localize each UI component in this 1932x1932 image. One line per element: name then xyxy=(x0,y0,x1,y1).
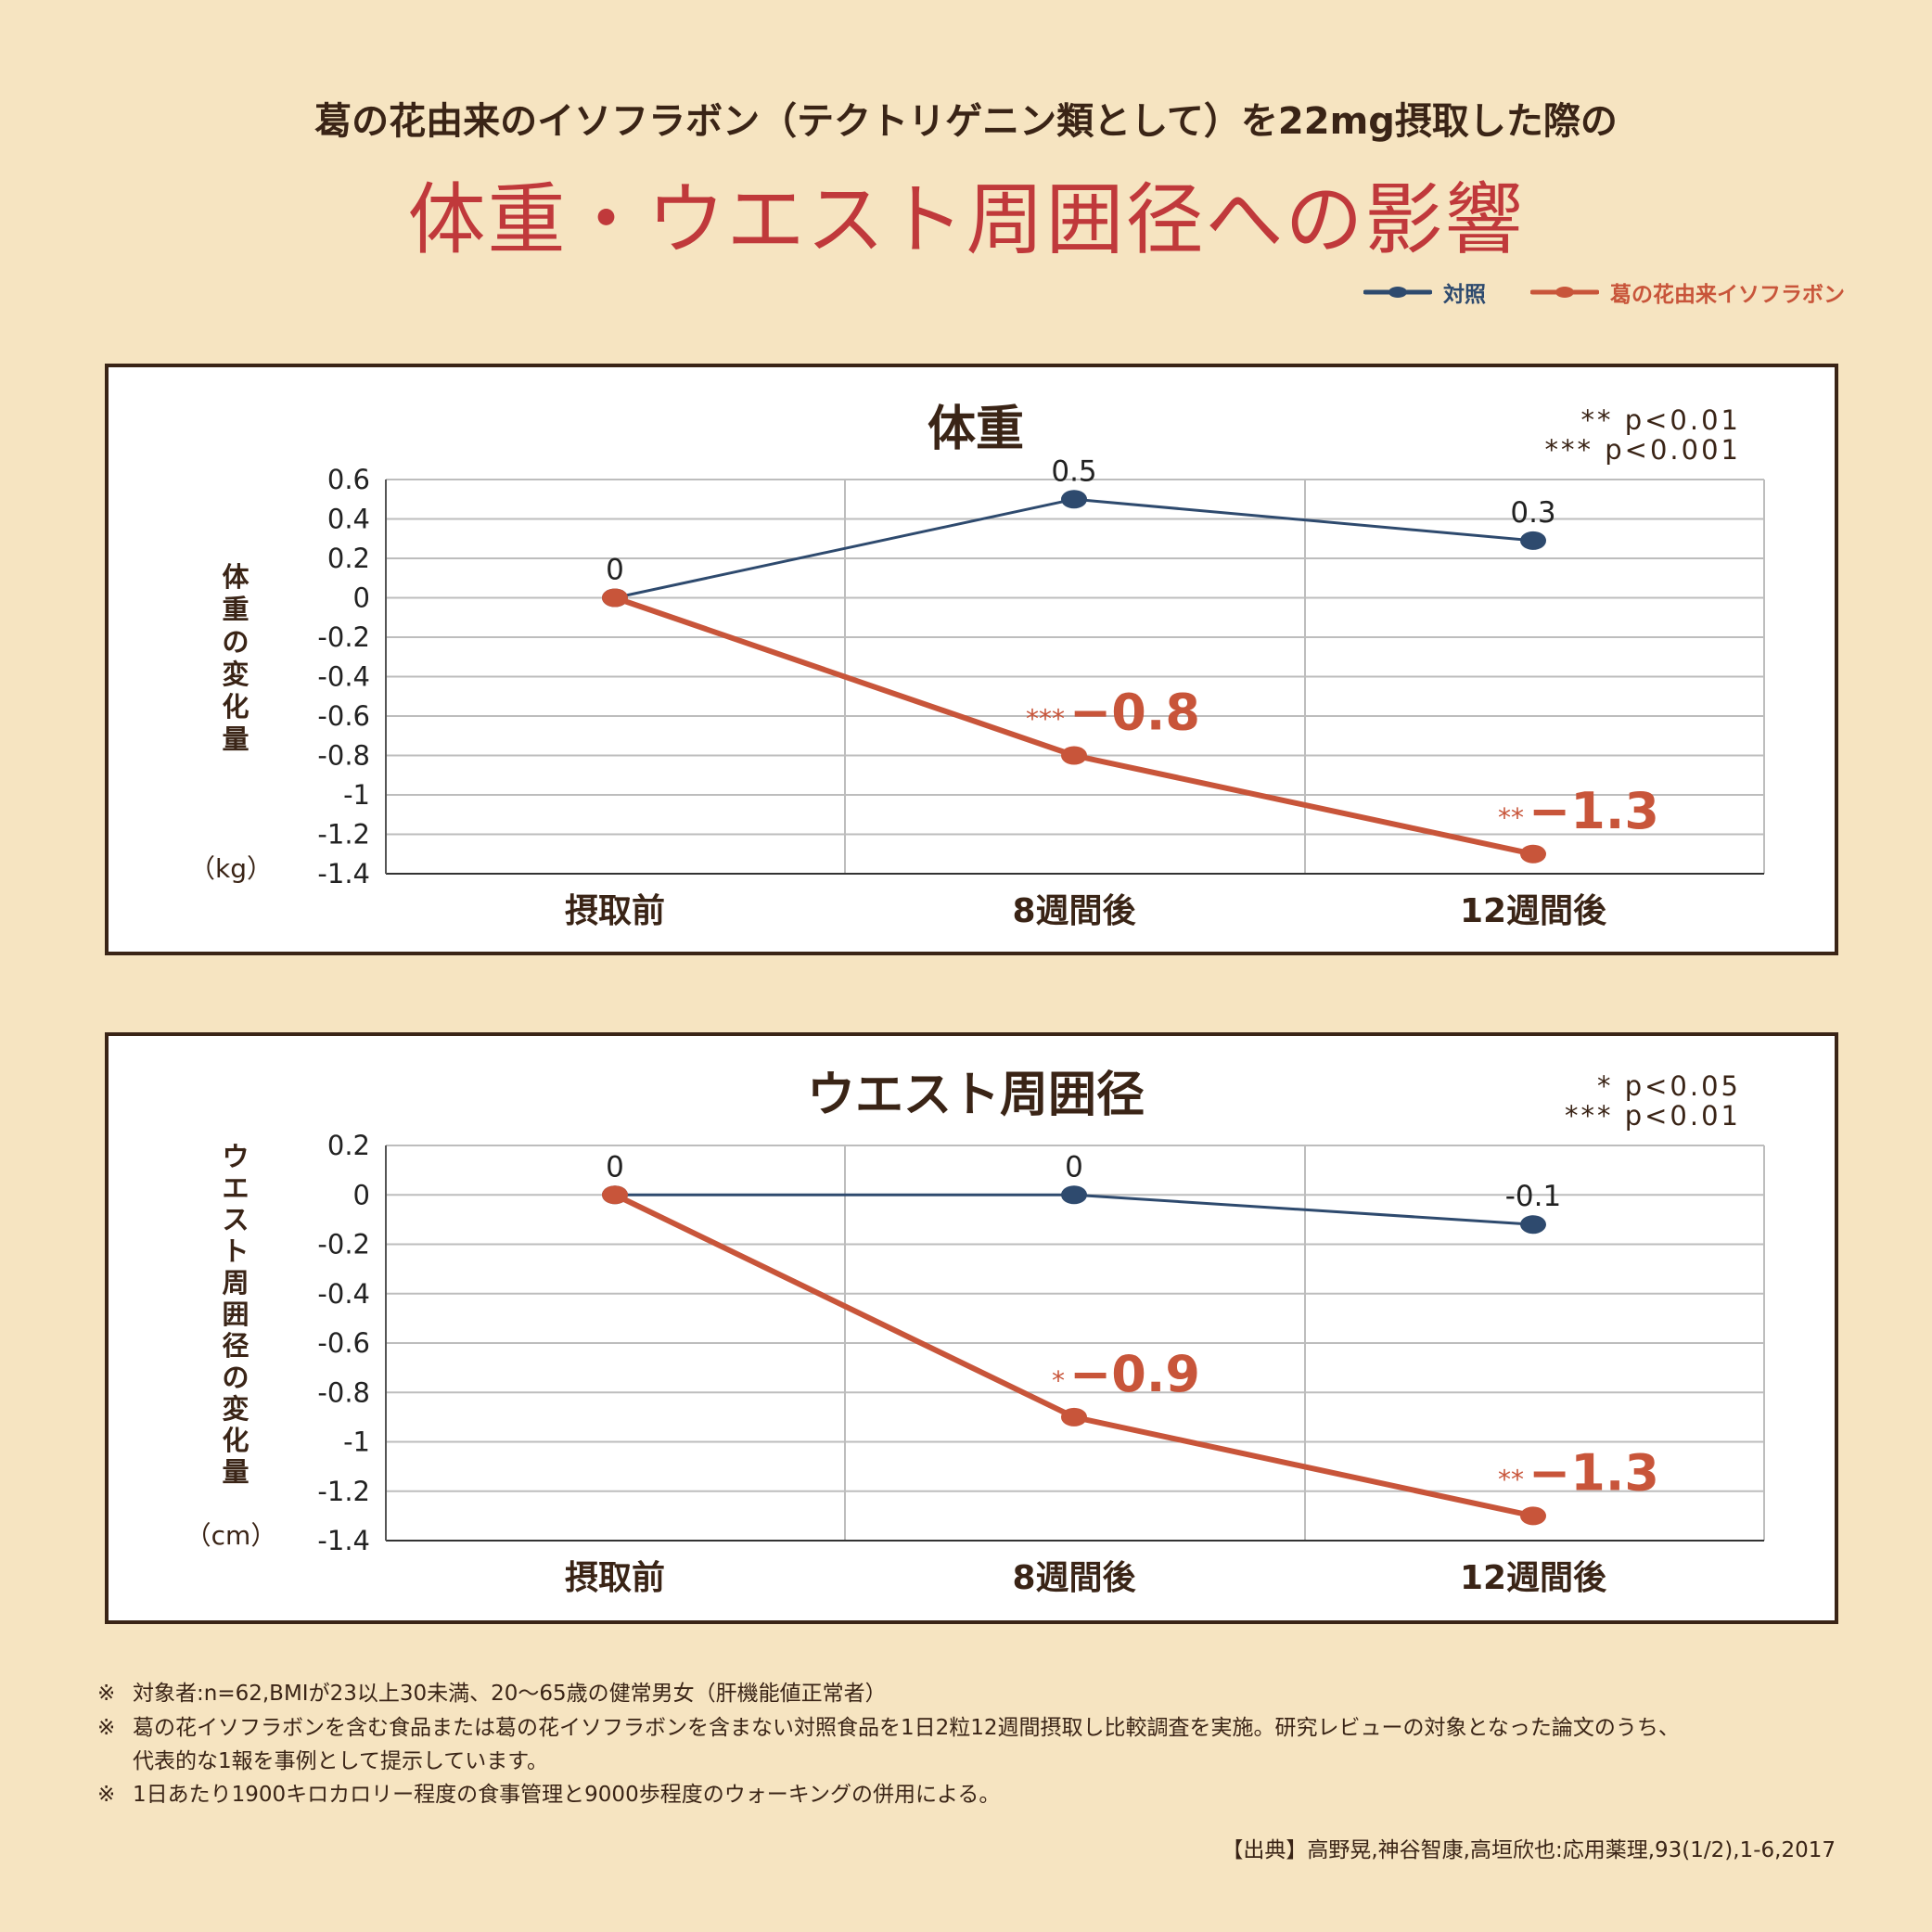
data-point-isoflavone xyxy=(602,588,628,608)
y-axis-label-char: 重 xyxy=(222,594,249,625)
y-axis-label-char: の xyxy=(222,1362,249,1393)
weight-chart: 0.6 0.4 0.2 0 -0.2 -0.4 -0.6 -0.8 -1 -1.2 -1.4 体重 **… xyxy=(189,402,1765,930)
footnote-2-cont: 代表的な1報を事例として提示しています。 xyxy=(133,1749,548,1773)
x-tick-label: 摂取前 xyxy=(565,892,665,930)
y-axis-label-char: エ xyxy=(222,1172,249,1204)
y-axis-label-char: 化 xyxy=(222,691,249,723)
y-tick-label: -0.6 xyxy=(317,1327,370,1359)
footnote-1: ※ 対象者:n=62,BMIが23以上30未満、20〜65歳の健常男女（肝機能値正… xyxy=(97,1682,887,1706)
waist-chart-panel: 0.2 0 -0.2 -0.4 -0.6 -0.8 -1 -1.2 -1.4 ウエスト周囲径 * p… xyxy=(105,1032,1838,1624)
footnote-3: ※ 1日あたり1900キロカロリー程度の食事管理と9000歩程度のウォーキングの併… xyxy=(97,1783,1001,1807)
y-axis-label-char: ス xyxy=(222,1204,249,1235)
significance-note: *** p<0.01 xyxy=(1565,1100,1741,1132)
citation: 【出典】高野晃,神谷智康,高垣欣也:応用薬理,93(1/2),1-6,2017 xyxy=(1222,1838,1836,1862)
legend-item-isoflavone: 葛の花由来イソフラボン xyxy=(1530,276,1845,308)
y-axis-label-char: 化 xyxy=(222,1425,249,1456)
significance-stars: *** xyxy=(1026,704,1065,735)
y-tick-label: -0.8 xyxy=(317,1376,370,1408)
data-point-isoflavone xyxy=(602,1185,628,1205)
y-tick-label: -0.4 xyxy=(317,1278,370,1310)
significance-note: * p<0.05 xyxy=(1597,1070,1741,1102)
y-tick-label: -0.8 xyxy=(317,740,370,772)
chart-title: 体重 xyxy=(928,402,1024,457)
legend-line-isoflavone-icon xyxy=(1530,287,1599,298)
data-point-isoflavone xyxy=(1061,1407,1087,1427)
significance-stars: ** xyxy=(1498,1464,1524,1494)
y-axis-label-char: 体 xyxy=(222,561,249,593)
y-tick-label: -0.4 xyxy=(317,661,370,693)
y-tick-label: -1 xyxy=(343,1427,370,1458)
x-tick-label: 12週間後 xyxy=(1460,1559,1607,1597)
legend-item-control: 対照 xyxy=(1363,276,1486,308)
waist-chart: 0.2 0 -0.2 -0.4 -0.6 -0.8 -1 -1.2 -1.4 ウエスト周囲径 * p… xyxy=(186,1068,1765,1597)
y-axis-label-char: の xyxy=(222,626,249,658)
data-point-isoflavone xyxy=(1520,1506,1546,1526)
legend-label-isoflavone: 葛の花由来イソフラボン xyxy=(1610,283,1845,307)
y-axis-label-char: ウ xyxy=(222,1141,249,1172)
series-line-control xyxy=(614,497,1534,599)
y-tick-label: 0.2 xyxy=(327,543,370,574)
data-label-control: 0 xyxy=(606,554,624,587)
data-point-isoflavone xyxy=(1520,844,1546,864)
data-label-control: 0 xyxy=(1065,1150,1083,1184)
y-tick-label: -1 xyxy=(343,779,370,811)
significance-stars: ** xyxy=(1498,802,1524,833)
weight-chart-panel: 0.6 0.4 0.2 0 -0.2 -0.4 -0.6 -0.8 -1 -1.2 -1.4 体重 **… xyxy=(105,364,1838,955)
data-point-control xyxy=(1061,490,1087,509)
legend: 対照 葛の花由来イソフラボン xyxy=(1363,276,1876,308)
y-tick-label: -0.2 xyxy=(317,621,370,653)
y-axis-label-char: 量 xyxy=(222,1456,249,1488)
data-label-control: 0.5 xyxy=(1051,454,1096,488)
data-point-control xyxy=(1520,531,1546,550)
y-axis-label-char: 量 xyxy=(222,723,249,755)
significance-note: *** p<0.001 xyxy=(1545,434,1741,466)
y-axis-unit: （cm） xyxy=(186,1520,277,1551)
y-tick-label: -0.2 xyxy=(317,1229,370,1260)
y-tick-label: 0 xyxy=(353,582,370,614)
significance-note: ** p<0.01 xyxy=(1581,404,1742,436)
y-tick-label: 0.4 xyxy=(327,504,370,535)
data-label-control: 0 xyxy=(606,1150,624,1184)
data-point-control xyxy=(1061,1185,1087,1205)
y-tick-label: -1.2 xyxy=(317,1476,370,1507)
data-label-isoflavone: −1.3 xyxy=(1529,1443,1659,1502)
significance-stars: * xyxy=(1052,1365,1065,1396)
footnote-2: ※ 葛の花イソフラボンを含む食品または葛の花イソフラボンを含まない対照食品を1日2… xyxy=(97,1716,1680,1740)
y-tick-label: 0.6 xyxy=(327,464,370,495)
y-axis-label-char: 周 xyxy=(222,1267,249,1299)
x-tick-label: 8週間後 xyxy=(1012,1559,1136,1597)
y-tick-label: -0.6 xyxy=(317,700,370,732)
chart-title: ウエスト周囲径 xyxy=(807,1068,1145,1123)
data-label-control: -0.1 xyxy=(1505,1180,1562,1213)
y-axis-label-char: 囲 xyxy=(222,1299,249,1330)
y-tick-label: -1.2 xyxy=(317,819,370,851)
y-axis-label-char: 変 xyxy=(222,659,249,690)
data-point-control xyxy=(1520,1215,1546,1235)
y-tick-label: -1.4 xyxy=(317,858,370,889)
y-axis-label-char: 径 xyxy=(222,1330,249,1362)
y-tick-label: 0 xyxy=(353,1179,370,1210)
y-axis-label-char: 変 xyxy=(222,1393,249,1425)
y-axis-label-char: ト xyxy=(222,1235,249,1267)
page-title: 体重・ウエスト周囲径への影響 xyxy=(407,174,1525,265)
page-subtitle: 葛の花由来のイソフラボン（テクトリゲニン類として）を22mg摂取した際の xyxy=(314,100,1618,143)
y-axis-unit: （kg） xyxy=(189,853,273,884)
y-tick-label: 0.2 xyxy=(327,1130,370,1161)
data-label-isoflavone: −0.9 xyxy=(1069,1345,1200,1403)
x-tick-label: 12週間後 xyxy=(1460,892,1607,930)
x-tick-label: 摂取前 xyxy=(565,1559,665,1597)
data-label-control: 0.3 xyxy=(1510,496,1555,530)
y-tick-label: -1.4 xyxy=(317,1525,370,1556)
legend-line-control-icon xyxy=(1363,287,1432,298)
data-label-isoflavone: −1.3 xyxy=(1529,782,1659,840)
legend-label-control: 対照 xyxy=(1443,283,1486,307)
x-tick-label: 8週間後 xyxy=(1012,892,1136,930)
data-label-isoflavone: −0.8 xyxy=(1069,684,1200,742)
data-point-isoflavone xyxy=(1061,746,1087,765)
